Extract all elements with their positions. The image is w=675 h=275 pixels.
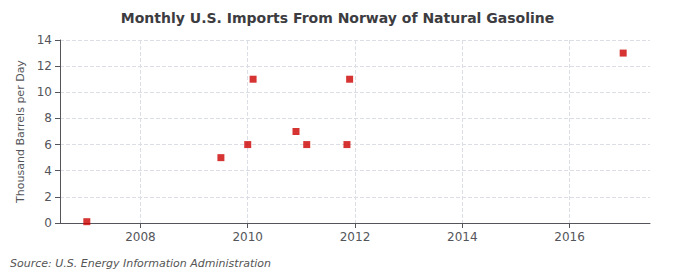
svg-text:8: 8 (44, 111, 52, 125)
svg-text:12: 12 (37, 59, 52, 73)
svg-text:6: 6 (44, 138, 52, 152)
svg-text:Source: U.S. Energy Informatio: Source: U.S. Energy Information Administ… (10, 257, 271, 270)
svg-text:4: 4 (44, 164, 52, 178)
svg-text:Thousand Barrels per Day: Thousand Barrels per Day (14, 60, 27, 204)
svg-text:2008: 2008 (125, 230, 156, 244)
svg-text:Monthly U.S. Imports From Norw: Monthly U.S. Imports From Norway of Natu… (121, 10, 554, 26)
svg-text:0: 0 (44, 216, 52, 230)
svg-text:2012: 2012 (340, 230, 371, 244)
svg-text:14: 14 (37, 33, 52, 47)
svg-text:2014: 2014 (447, 230, 478, 244)
svg-text:2: 2 (44, 190, 52, 204)
svg-text:2016: 2016 (554, 230, 585, 244)
svg-text:10: 10 (37, 85, 52, 99)
svg-text:2010: 2010 (232, 230, 263, 244)
